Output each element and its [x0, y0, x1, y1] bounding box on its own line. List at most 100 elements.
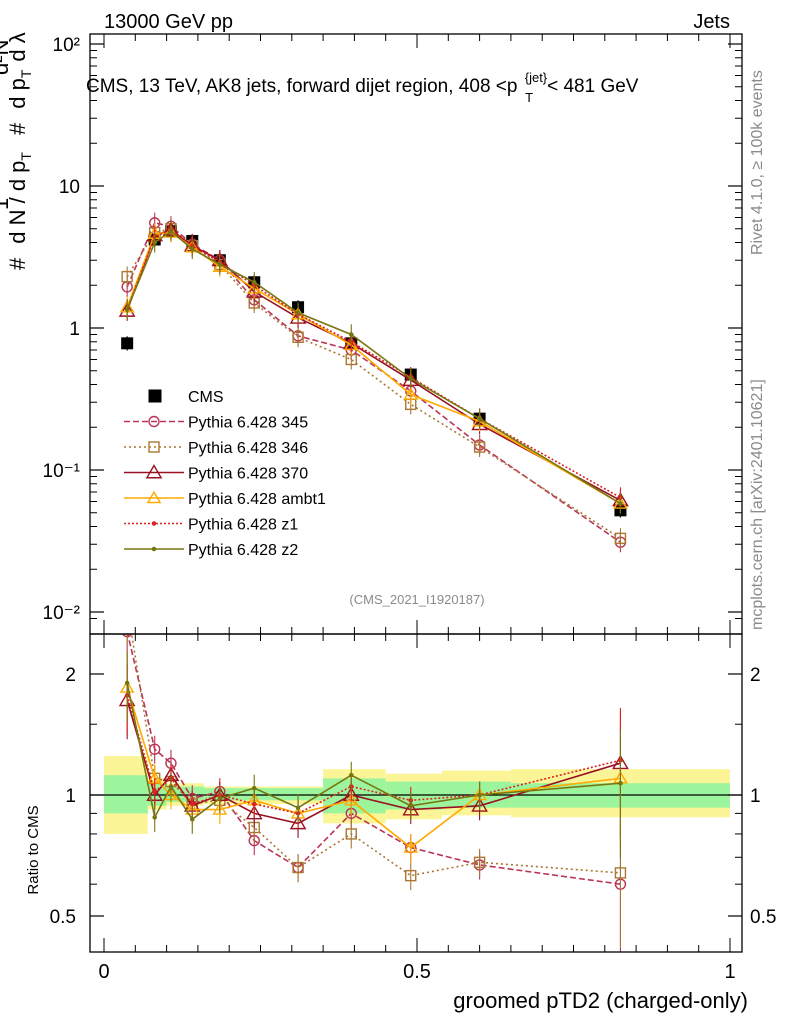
ratio-point — [477, 792, 482, 798]
legend-marker — [148, 415, 160, 428]
ratio-frame — [89, 633, 743, 953]
legend-entry: CMS — [148, 389, 224, 406]
legend-entry: Pythia 6.428 z1 — [124, 517, 298, 534]
ratio-ytick-label-right: 0.5 — [750, 907, 776, 928]
main-ytick-label: 10⁻¹ — [43, 461, 81, 482]
ratio-point — [289, 814, 307, 830]
ratio-point — [348, 772, 354, 778]
header-right: Jets — [693, 11, 730, 33]
ratio-point — [152, 815, 158, 820]
data-point — [292, 331, 304, 344]
ratio-point — [122, 601, 132, 611]
ratio-point — [245, 805, 263, 820]
ratio-point — [217, 796, 223, 801]
watermark-analysis: (CMS_2021_I1920187) — [349, 592, 484, 607]
series-pythia-6-428-z2 — [124, 221, 623, 514]
legend-label: Pythia 6.428 z1 — [188, 517, 298, 534]
series-line — [126, 230, 621, 505]
xtick-label: 1 — [724, 961, 735, 983]
data-point — [168, 228, 174, 234]
data-point — [121, 270, 133, 283]
xaxis-label: groomed pTD2 (charged-only) — [453, 988, 748, 1013]
ratio-point — [471, 797, 488, 812]
data-point — [124, 307, 130, 312]
ratio-point — [189, 801, 195, 807]
main-ylabel: #d N / d pT #d pTd λ 1 d²N — [0, 32, 34, 270]
legend-entry: Pythia 6.428 346 — [124, 440, 308, 457]
data-point — [152, 240, 158, 245]
ratio-line — [126, 634, 621, 885]
ratio-point — [292, 861, 304, 874]
mcplots-reference: mcplots.cern.ch [arXiv:2401.10621] — [749, 379, 766, 630]
svg-text:#d pTd λ: #d pTd λ — [5, 32, 34, 135]
legend-label: Pythia 6.428 370 — [188, 466, 308, 483]
legend-marker — [151, 546, 157, 552]
legend-marker — [151, 521, 157, 526]
ratio-point — [614, 867, 627, 879]
ratio-point — [403, 840, 419, 853]
legend-label: Pythia 6.428 ambt1 — [188, 491, 326, 508]
legend-label: Pythia 6.428 345 — [188, 415, 308, 432]
main-ytick-label: 10⁻² — [43, 603, 81, 624]
main-ytick-label: 10² — [53, 35, 80, 56]
svg-text:1: 1 — [0, 198, 13, 210]
data-point — [295, 310, 301, 316]
legend-entry: Pythia 6.428 ambt1 — [124, 490, 326, 508]
legend-label: CMS — [188, 389, 224, 406]
ratio-point — [408, 803, 414, 809]
uncertainty-band-inner — [104, 775, 148, 814]
ratio-ytick-label: 2 — [65, 665, 76, 686]
ratio-series-pythia-6-428-ambt1 — [119, 655, 628, 863]
ratio-point — [295, 805, 301, 810]
ratio-point — [124, 680, 130, 686]
ratio-line — [130, 634, 621, 877]
legend-marker — [146, 490, 162, 504]
ratio-point — [189, 817, 195, 822]
xtick-label: 0 — [98, 961, 109, 983]
ratio-point — [212, 802, 228, 815]
main-plot-area: 10⁻² 10⁻¹ 1 10 10² — [43, 34, 742, 634]
main-ylabel-text: #d N / d pT — [5, 152, 34, 270]
series-line — [126, 231, 621, 505]
legend-marker — [148, 441, 160, 453]
legend-marker — [145, 464, 163, 479]
ratio-point — [343, 792, 359, 806]
legend-marker — [148, 389, 162, 403]
ratio-point — [168, 784, 174, 789]
ratio-ytick-label: 0.5 — [50, 907, 76, 928]
data-point — [408, 376, 414, 381]
ratio-point — [618, 780, 623, 786]
ratio-series-pythia-6-428-z2 — [124, 651, 623, 859]
data-point — [217, 262, 223, 267]
legend-entry: Pythia 6.428 345 — [124, 415, 308, 432]
main-ytick-label: 10 — [59, 177, 80, 198]
header-left: 13000 GeV pp — [104, 11, 233, 33]
data-point — [348, 332, 354, 337]
data-point — [473, 441, 486, 453]
ratio-ytick-label-right: 2 — [750, 665, 761, 686]
ratio-point — [152, 789, 158, 794]
series-line — [126, 229, 621, 499]
xtick-label: 0.5 — [403, 961, 431, 983]
main-ytick-label: 1 — [69, 319, 80, 340]
data-point — [618, 501, 623, 506]
legend-entry: Pythia 6.428 370 — [124, 464, 308, 483]
legend-entry: Pythia 6.428 z2 — [124, 542, 298, 559]
ratio-point — [345, 828, 357, 840]
data-point — [189, 246, 195, 252]
cms-point — [121, 337, 134, 350]
legend-label: Pythia 6.428 z2 — [188, 542, 298, 559]
ratio-point — [149, 743, 161, 755]
legend-label: Pythia 6.428 346 — [188, 440, 308, 457]
data-point — [251, 279, 257, 285]
ratio-line — [126, 687, 621, 849]
chart-title: CMS, 13 TeV, AK8 jets, forward dijet reg… — [86, 70, 639, 105]
ratio-point — [473, 856, 486, 869]
rivet-version: Rivet 4.1.0, ≥ 100k events — [749, 70, 766, 255]
ratio-point — [405, 869, 417, 882]
ratio-point — [251, 785, 257, 791]
ratio-plot-area: 0.5 0.5 1 1 2 2 0 0.5 1 — [50, 601, 776, 983]
legend: CMS Pythia 6.428 345 Pythia 6.428 346 Pythi… — [124, 389, 326, 559]
data-point — [614, 532, 627, 545]
